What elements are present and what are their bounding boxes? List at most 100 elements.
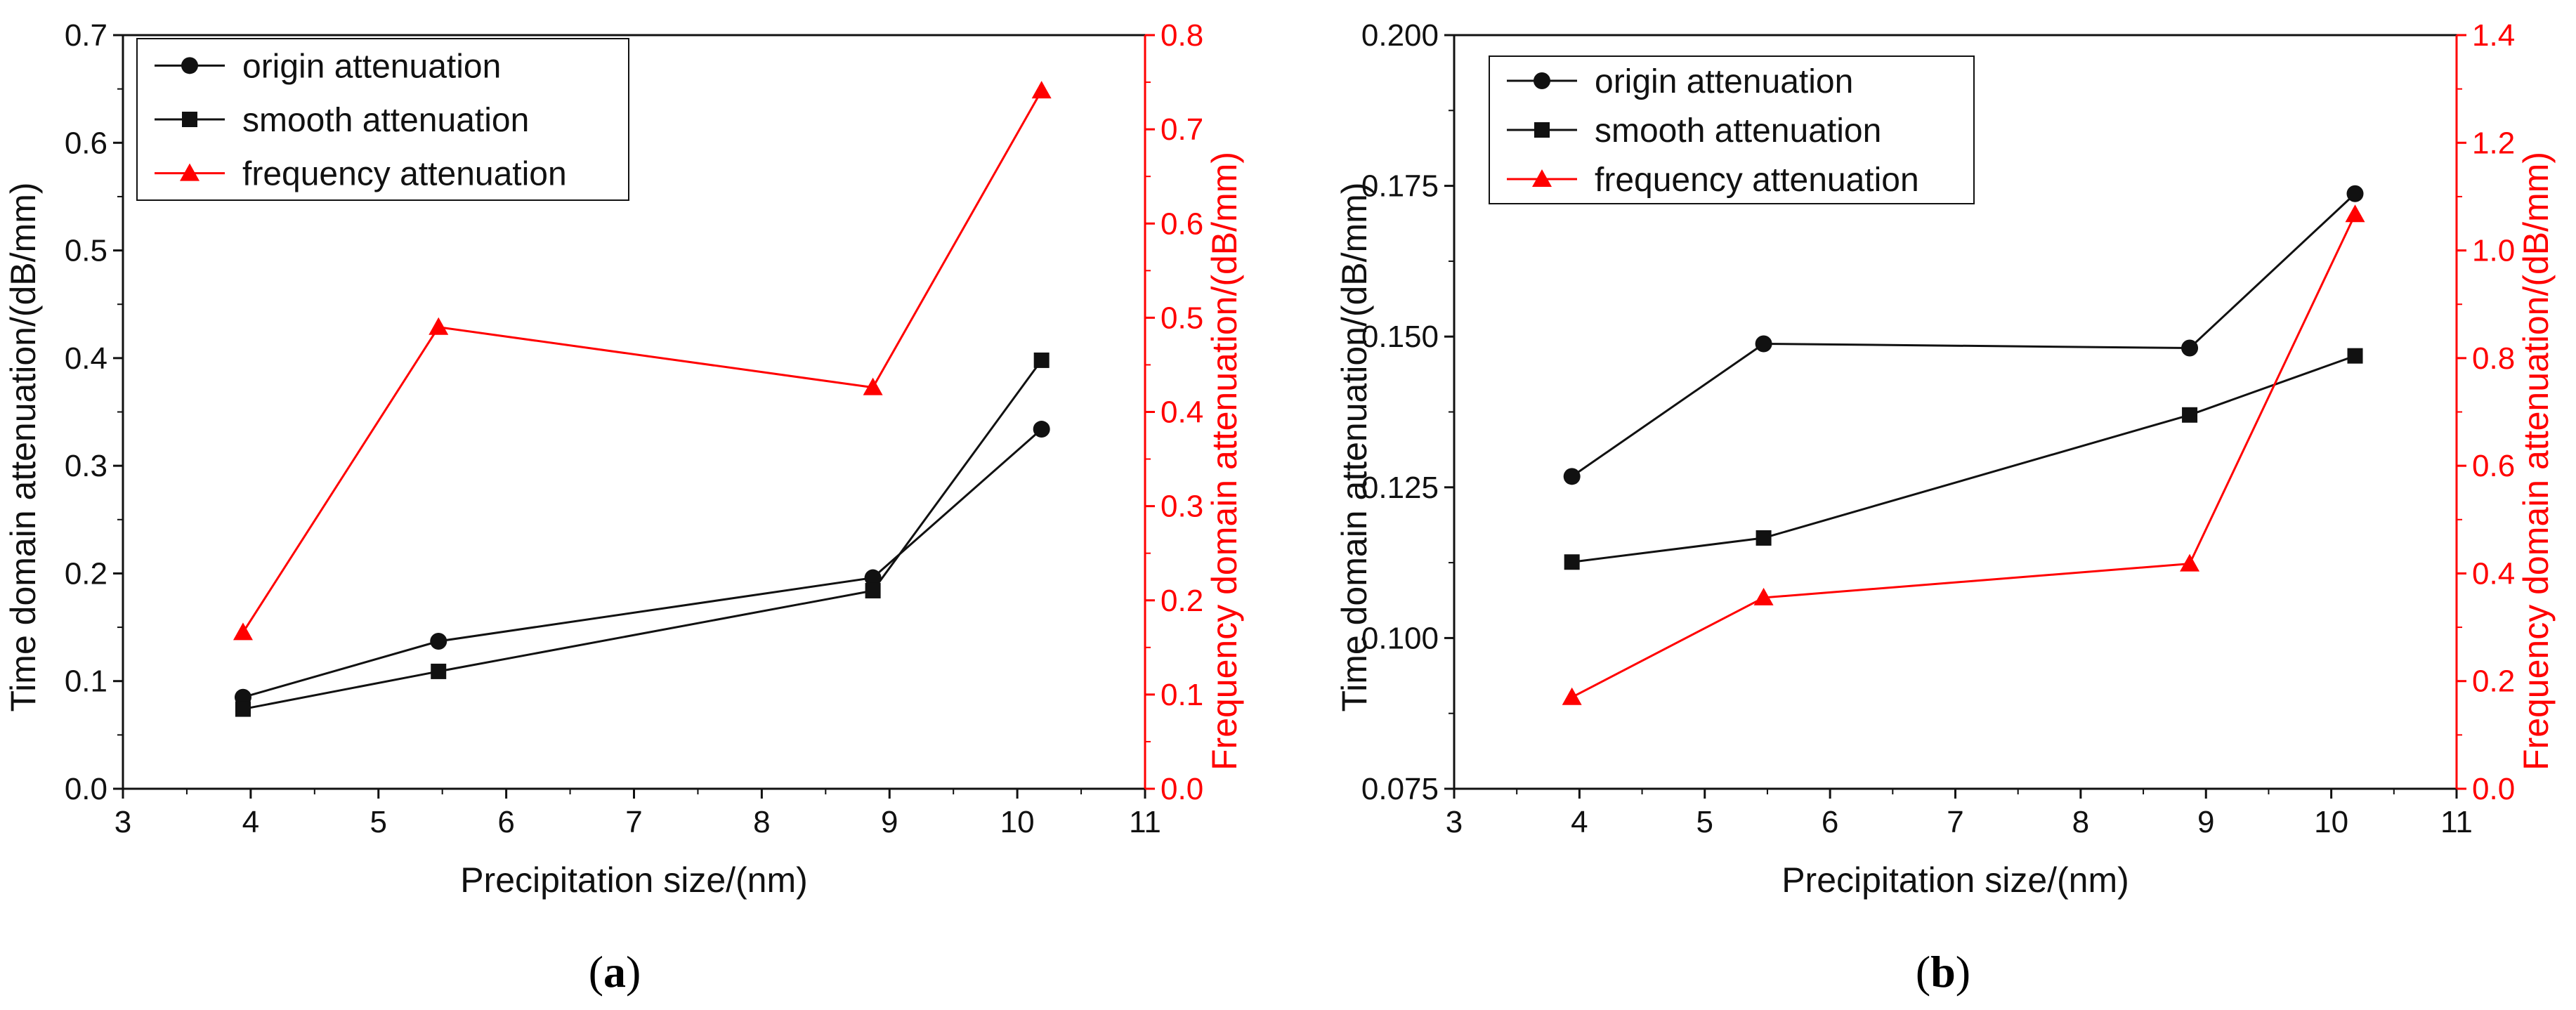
series-smooth-attenuation <box>1564 348 2363 570</box>
legend-marker <box>1532 169 1552 187</box>
y2-tick-label: 0.0 <box>1160 772 1203 806</box>
y2-tick-label: 0.2 <box>2472 664 2515 699</box>
data-point <box>1031 81 1052 99</box>
data-point <box>2180 553 2200 572</box>
series-frequency-attenuation <box>1562 204 2365 705</box>
series-line <box>242 360 1042 711</box>
data-point <box>1753 587 1774 605</box>
x-tick-label: 11 <box>2440 805 2473 839</box>
y2-tick-label: 0.4 <box>1160 395 1203 430</box>
y2-tick-label: 0.0 <box>2472 772 2515 806</box>
data-point <box>1755 335 1772 353</box>
series-smooth-attenuation <box>235 352 1050 717</box>
x-tick-label: 5 <box>1696 805 1713 839</box>
x-tick-label: 9 <box>881 805 898 839</box>
legend-marker <box>182 112 197 127</box>
y2-tick-label: 0.6 <box>1160 206 1203 241</box>
y2-tick-label: 0.8 <box>2472 341 2515 376</box>
x-tick-label: 3 <box>115 805 131 839</box>
data-point <box>1033 421 1050 438</box>
y2-axis-title: Frequency domain attenuation/(dB/mm) <box>2516 152 2556 770</box>
data-point <box>2346 185 2364 202</box>
data-point <box>1564 554 1580 570</box>
x-axis-title: Precipitation size/(nm) <box>1781 860 2129 900</box>
panel-caption: (a) <box>589 947 641 997</box>
series-line <box>1571 355 2356 563</box>
y2-axis-title: Frequency domain attenuation/(dB/mm) <box>1205 152 1244 770</box>
legend-marker <box>1534 122 1550 138</box>
x-tick-label: 7 <box>1947 805 1963 839</box>
series-line <box>242 428 1042 699</box>
x-tick-label: 6 <box>497 805 514 839</box>
y2-tick-label: 1.0 <box>2472 234 2515 268</box>
y-tick-label: 0.100 <box>1361 621 1439 655</box>
data-point <box>1756 530 1772 546</box>
legend-label: frequency attenuation <box>242 156 567 193</box>
data-point <box>863 377 883 395</box>
series-frequency-attenuation <box>233 81 1052 641</box>
data-point <box>2347 348 2363 364</box>
legend-marker <box>180 163 200 181</box>
y-tick-label: 0.200 <box>1361 18 1439 53</box>
legend-label: origin attenuation <box>1595 63 1853 100</box>
data-point <box>865 582 881 598</box>
y2-tick-label: 0.2 <box>1160 584 1203 618</box>
y-tick-label: 0.7 <box>65 18 107 53</box>
x-tick-label: 6 <box>1822 805 1838 839</box>
panel-caption: (b) <box>1916 947 1970 997</box>
data-point <box>233 622 253 641</box>
data-point <box>2181 339 2199 357</box>
data-point <box>429 317 449 335</box>
series-origin-attenuation <box>234 421 1050 706</box>
data-point <box>1033 352 1050 368</box>
y-tick-label: 0.1 <box>65 664 107 699</box>
y-tick-label: 0.2 <box>65 556 107 591</box>
y-axis-title: Time domain attenuation/(dB/mm) <box>1335 182 1374 711</box>
legend-marker <box>1534 72 1550 89</box>
y-tick-label: 0.3 <box>65 449 107 483</box>
y2-tick-label: 1.2 <box>2472 126 2515 160</box>
data-point <box>2182 407 2198 423</box>
y-tick-label: 0.125 <box>1361 471 1439 505</box>
y2-tick-label: 0.4 <box>2472 556 2515 591</box>
y2-tick-label: 1.4 <box>2472 18 2515 53</box>
y-tick-label: 0.6 <box>65 126 107 160</box>
x-tick-label: 11 <box>1129 805 1161 839</box>
legend: origin attenuation smooth attenuation freq… <box>136 38 629 201</box>
data-point <box>235 701 251 717</box>
series-line <box>1571 214 2356 699</box>
y-tick-label: 0.4 <box>65 341 107 376</box>
x-tick-label: 8 <box>753 805 770 839</box>
legend: origin attenuation smooth attenuation freq… <box>1489 55 1975 204</box>
chart-panel-a: 3 4 5 6 7 8 9 10 110.00.10.20.30.40.50.60.70.00.… <box>4 18 1244 997</box>
legend-label: origin attenuation <box>242 48 501 85</box>
y2-tick-label: 0.5 <box>1160 301 1203 335</box>
data-point <box>864 569 882 586</box>
y-tick-label: 0.075 <box>1361 772 1439 806</box>
x-tick-label: 4 <box>1571 805 1588 839</box>
x-tick-label: 10 <box>2314 805 2348 839</box>
legend-label: smooth attenuation <box>242 102 529 139</box>
x-tick-label: 9 <box>2197 805 2214 839</box>
y2-tick-label: 0.1 <box>1160 678 1203 712</box>
data-point <box>2345 204 2365 223</box>
x-tick-label: 10 <box>1000 805 1035 839</box>
series-line <box>1571 192 2356 478</box>
y2-tick-label: 0.7 <box>1160 112 1203 147</box>
y-tick-label: 0.150 <box>1361 320 1439 354</box>
x-tick-label: 7 <box>625 805 642 839</box>
data-point <box>430 632 447 650</box>
x-tick-label: 3 <box>1446 805 1463 839</box>
y2-tick-label: 0.6 <box>2472 449 2515 483</box>
y2-tick-label: 0.3 <box>1160 490 1203 524</box>
series-line <box>242 90 1042 634</box>
legend-label: smooth attenuation <box>1595 112 1881 150</box>
legend-label: frequency attenuation <box>1595 162 1919 199</box>
x-tick-label: 8 <box>2072 805 2089 839</box>
series-origin-attenuation <box>1563 185 2364 485</box>
data-point <box>1562 687 1582 705</box>
y-tick-label: 0.5 <box>65 234 107 268</box>
chart-panel-b: 3 4 5 6 7 8 9 10 110.0750.1000.1250.1500.1750.20… <box>1335 18 2556 997</box>
